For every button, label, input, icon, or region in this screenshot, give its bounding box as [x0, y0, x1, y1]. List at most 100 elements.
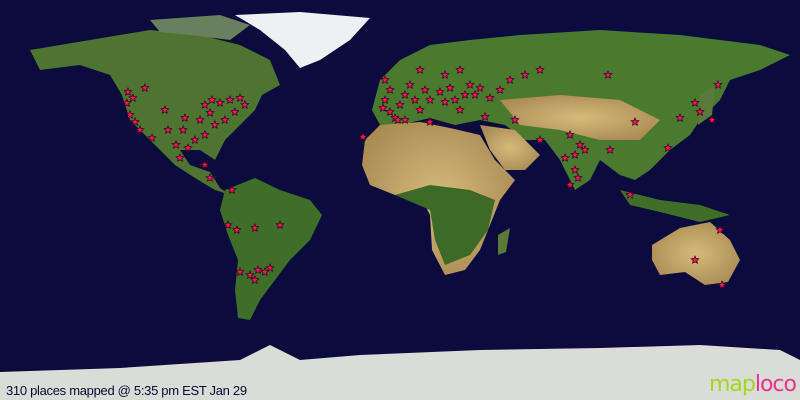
star-marker-icon[interactable]: [663, 143, 673, 153]
star-marker-icon[interactable]: [495, 85, 505, 95]
star-marker-icon[interactable]: [573, 173, 583, 183]
star-marker-icon[interactable]: [215, 97, 225, 107]
star-marker-icon[interactable]: [232, 224, 242, 235]
star-marker-icon[interactable]: [707, 115, 717, 125]
star-marker-icon[interactable]: [570, 149, 580, 159]
star-marker-icon[interactable]: [180, 112, 190, 123]
star-marker-icon[interactable]: [445, 83, 455, 93]
star-marker-icon[interactable]: [695, 107, 705, 117]
star-marker-icon[interactable]: [385, 85, 395, 95]
star-marker-icon[interactable]: [123, 87, 133, 97]
star-marker-icon[interactable]: [227, 185, 237, 195]
star-marker-icon[interactable]: [603, 69, 613, 79]
star-marker-icon[interactable]: [580, 145, 590, 155]
star-marker-icon[interactable]: [183, 143, 193, 153]
star-marker-icon[interactable]: [190, 134, 200, 145]
star-marker-icon[interactable]: [605, 145, 615, 155]
star-marker-icon[interactable]: [380, 75, 390, 85]
star-marker-icon[interactable]: [240, 99, 250, 109]
star-marker-icon[interactable]: [485, 93, 495, 103]
star-marker-icon[interactable]: [200, 159, 210, 169]
star-marker-icon[interactable]: [425, 95, 435, 105]
star-marker-icon[interactable]: [163, 125, 173, 135]
star-marker-icon[interactable]: [140, 82, 150, 93]
star-marker-icon[interactable]: [400, 89, 410, 99]
star-marker-icon[interactable]: [195, 115, 205, 125]
star-marker-icon[interactable]: [178, 124, 188, 135]
star-marker-icon[interactable]: [223, 220, 233, 230]
star-marker-icon[interactable]: [175, 153, 185, 163]
star-marker-icon[interactable]: [455, 105, 465, 115]
star-marker-icon[interactable]: [570, 165, 580, 175]
star-marker-icon[interactable]: [358, 131, 368, 141]
star-marker-icon[interactable]: [470, 89, 480, 99]
star-marker-icon[interactable]: [245, 270, 255, 280]
star-marker-icon[interactable]: [135, 125, 145, 135]
star-marker-icon[interactable]: [440, 97, 450, 107]
logo-part-map: map: [708, 372, 756, 397]
star-marker-icon[interactable]: [420, 85, 430, 95]
star-marker-icon[interactable]: [565, 129, 575, 139]
star-marker-icon[interactable]: [575, 139, 585, 149]
star-marker-icon[interactable]: [535, 65, 545, 75]
star-marker-icon[interactable]: [480, 111, 490, 121]
star-marker-icon[interactable]: [235, 267, 245, 277]
star-marker-icon[interactable]: [450, 95, 460, 105]
star-marker-icon[interactable]: [385, 107, 395, 117]
star-marker-icon[interactable]: [253, 265, 263, 275]
star-marker-icon[interactable]: [160, 104, 170, 115]
star-marker-icon[interactable]: [465, 79, 475, 89]
maploco-logo[interactable]: maploco: [708, 372, 797, 397]
star-marker-icon[interactable]: [625, 189, 635, 199]
star-marker-icon[interactable]: [220, 114, 230, 125]
star-marker-icon[interactable]: [535, 135, 545, 145]
star-marker-icon[interactable]: [505, 75, 515, 85]
star-marker-icon[interactable]: [395, 99, 405, 109]
star-marker-icon[interactable]: [460, 89, 470, 99]
star-marker-icon[interactable]: [435, 87, 445, 97]
star-marker-icon[interactable]: [475, 83, 485, 93]
star-marker-icon[interactable]: [380, 95, 390, 105]
star-marker-icon[interactable]: [378, 103, 388, 113]
star-marker-icon[interactable]: [415, 105, 425, 115]
land-antarctica: [0, 345, 800, 400]
star-marker-icon[interactable]: [205, 173, 215, 183]
star-marker-icon[interactable]: [675, 113, 685, 123]
star-marker-icon[interactable]: [630, 117, 640, 127]
star-marker-icon[interactable]: [405, 79, 415, 89]
star-marker-icon[interactable]: [171, 139, 181, 149]
star-marker-icon[interactable]: [128, 92, 138, 103]
star-marker-icon[interactable]: [210, 119, 220, 129]
star-marker-icon[interactable]: [147, 133, 157, 143]
star-marker-icon[interactable]: [415, 65, 425, 75]
star-marker-icon[interactable]: [250, 274, 260, 285]
star-marker-icon[interactable]: [690, 255, 700, 265]
star-marker-icon[interactable]: [455, 65, 465, 75]
star-marker-icon[interactable]: [230, 106, 240, 117]
star-marker-icon[interactable]: [225, 95, 235, 105]
star-marker-icon[interactable]: [717, 280, 727, 290]
star-marker-icon[interactable]: [440, 69, 450, 79]
star-marker-icon[interactable]: [715, 225, 725, 235]
star-marker-icon[interactable]: [400, 115, 410, 125]
star-marker-icon[interactable]: [130, 116, 140, 127]
star-marker-icon[interactable]: [250, 222, 260, 233]
star-marker-icon[interactable]: [565, 179, 575, 189]
star-marker-icon[interactable]: [425, 117, 435, 127]
star-marker-icon[interactable]: [690, 97, 700, 107]
star-marker-icon[interactable]: [265, 263, 275, 273]
star-marker-icon[interactable]: [410, 95, 420, 105]
star-marker-icon[interactable]: [205, 107, 215, 117]
star-marker-icon[interactable]: [122, 98, 132, 108]
star-marker-icon[interactable]: [560, 153, 570, 163]
star-marker-icon[interactable]: [200, 99, 210, 109]
star-marker-icon[interactable]: [125, 109, 135, 119]
star-marker-icon[interactable]: [207, 95, 217, 105]
star-marker-icon[interactable]: [235, 93, 245, 103]
star-marker-icon[interactable]: [510, 115, 520, 125]
star-marker-icon[interactable]: [275, 220, 285, 230]
star-marker-icon[interactable]: [713, 79, 723, 89]
star-marker-icon[interactable]: [200, 129, 210, 139]
star-marker-icon[interactable]: [520, 69, 530, 79]
